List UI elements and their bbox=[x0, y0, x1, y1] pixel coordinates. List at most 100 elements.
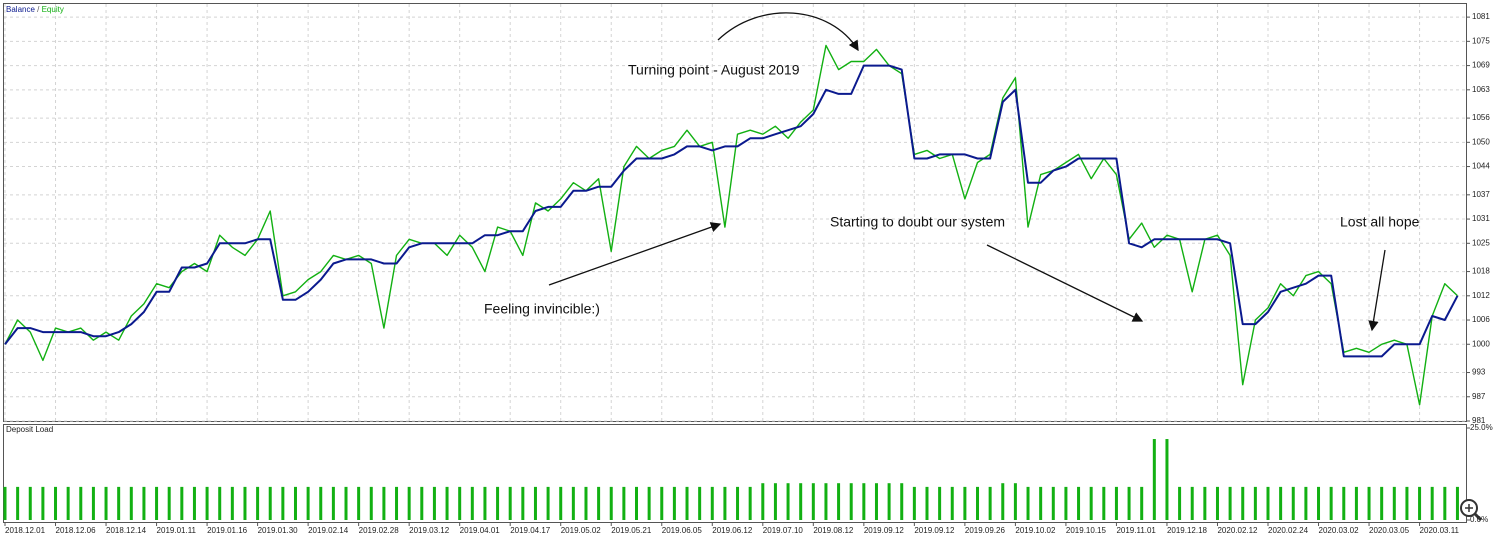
bar bbox=[1253, 486, 1257, 520]
bar bbox=[508, 486, 512, 520]
bar bbox=[79, 486, 83, 520]
y-tick-label: 1081 bbox=[1472, 12, 1490, 21]
y-tick-label: 1025 bbox=[1472, 238, 1490, 247]
bar bbox=[1317, 486, 1321, 520]
annotation: Lost all hope bbox=[1340, 214, 1420, 230]
bar bbox=[205, 486, 209, 520]
x-tick-label: 2019.01.11 bbox=[157, 526, 197, 535]
bar bbox=[16, 486, 20, 520]
y-tick-label: 1069 bbox=[1472, 61, 1490, 70]
bar bbox=[887, 483, 891, 520]
bar bbox=[1405, 486, 1409, 520]
bar bbox=[129, 486, 133, 520]
legend: Balance / Equity bbox=[6, 5, 64, 14]
bar bbox=[1026, 486, 1030, 520]
legend-balance: Balance bbox=[6, 5, 35, 14]
bar bbox=[369, 486, 373, 520]
bar bbox=[1266, 486, 1270, 520]
bar bbox=[672, 486, 676, 520]
y-tick-label: 1006 bbox=[1472, 315, 1490, 324]
y2-tick-label: 25.0% bbox=[1470, 423, 1493, 432]
bar bbox=[1140, 486, 1144, 520]
bar bbox=[1001, 483, 1005, 520]
bar bbox=[28, 486, 32, 520]
bar bbox=[874, 483, 878, 520]
series-line bbox=[4, 64, 1459, 358]
bar bbox=[344, 486, 348, 520]
y-tick-label: 1037 bbox=[1472, 190, 1490, 199]
plot bbox=[3, 44, 1459, 520]
bar bbox=[1455, 486, 1459, 520]
bar bbox=[912, 486, 916, 520]
bar bbox=[243, 486, 247, 520]
x-tick-label: 2019.12.18 bbox=[1167, 526, 1208, 535]
zoom-icon[interactable] bbox=[1460, 499, 1483, 522]
x-tick-label: 2018.12.01 bbox=[5, 526, 46, 535]
y-tick-label: 993 bbox=[1472, 368, 1486, 377]
bar bbox=[736, 486, 740, 520]
bar bbox=[635, 486, 638, 520]
x-tick-label: 2019.05.02 bbox=[561, 526, 602, 535]
x-tick-label: 2020.02.12 bbox=[1217, 526, 1258, 535]
bar bbox=[773, 483, 777, 520]
bar bbox=[432, 486, 436, 520]
bar bbox=[54, 486, 58, 520]
bar bbox=[761, 483, 765, 520]
x-tick-label: 2020.03.05 bbox=[1369, 526, 1410, 535]
bar bbox=[382, 486, 386, 520]
y-tick-label: 1000 bbox=[1472, 339, 1490, 348]
bar bbox=[698, 486, 702, 520]
x-tick-label: 2019.09.26 bbox=[965, 526, 1006, 535]
x-tick-label: 2019.09.12 bbox=[864, 526, 905, 535]
deposit-title: Deposit Load bbox=[6, 425, 53, 434]
bar bbox=[218, 486, 222, 520]
x-tick-label: 2019.04.01 bbox=[460, 526, 501, 535]
bar bbox=[1190, 486, 1194, 520]
x-tick-label: 2019.08.12 bbox=[813, 526, 854, 535]
bar bbox=[1228, 486, 1232, 520]
bar bbox=[584, 486, 588, 520]
bar bbox=[963, 486, 967, 520]
x-tick-label: 2020.02.24 bbox=[1268, 526, 1309, 535]
bar bbox=[1367, 486, 1371, 520]
bar bbox=[1443, 486, 1447, 520]
x-tick-label: 2019.01.30 bbox=[258, 526, 299, 535]
annotation: Starting to doubt our system bbox=[830, 214, 1005, 230]
x-tick-label: 2019.10.15 bbox=[1066, 526, 1107, 535]
bar bbox=[533, 486, 537, 520]
bar bbox=[331, 486, 335, 520]
bar bbox=[609, 486, 613, 520]
bar bbox=[1380, 486, 1384, 520]
y-tick-label: 1050 bbox=[1472, 137, 1490, 146]
bar bbox=[483, 486, 487, 520]
bar bbox=[521, 486, 525, 520]
bar bbox=[950, 486, 954, 520]
bar bbox=[1430, 486, 1434, 520]
bar bbox=[1178, 486, 1182, 520]
x-tick-label: 2019.01.16 bbox=[207, 526, 248, 535]
main-panel bbox=[3, 3, 1467, 422]
bar bbox=[1304, 486, 1308, 520]
arrow bbox=[986, 244, 1144, 322]
bar bbox=[799, 483, 803, 520]
bar bbox=[1215, 486, 1219, 520]
x-tick-label: 2019.09.12 bbox=[914, 526, 955, 535]
bar bbox=[597, 486, 601, 520]
bar bbox=[1152, 439, 1156, 520]
bar bbox=[41, 486, 45, 520]
y-tick-label: 981 bbox=[1472, 416, 1486, 425]
x-tick-label: 2019.06.05 bbox=[662, 526, 703, 535]
bar bbox=[900, 483, 904, 520]
bar bbox=[1203, 486, 1207, 520]
bar bbox=[1329, 486, 1333, 520]
bar bbox=[1392, 486, 1396, 520]
bar bbox=[1064, 486, 1068, 520]
bar bbox=[1127, 486, 1131, 520]
bar bbox=[546, 486, 550, 520]
annotation: Feeling invincible:) bbox=[484, 301, 600, 317]
bar bbox=[496, 486, 500, 520]
bar bbox=[647, 486, 651, 520]
bar bbox=[622, 486, 626, 520]
arrow bbox=[717, 12, 859, 52]
bar bbox=[167, 486, 171, 520]
